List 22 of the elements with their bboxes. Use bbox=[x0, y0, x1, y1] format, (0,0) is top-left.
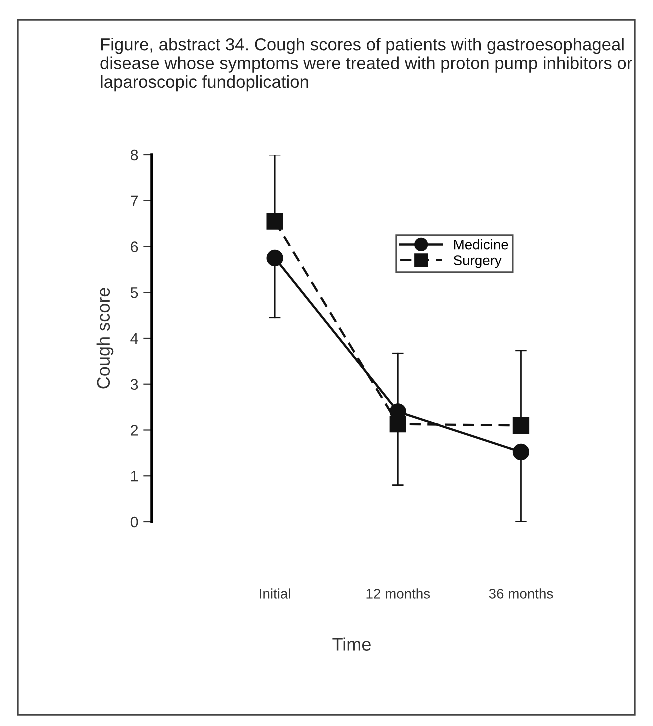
chart-title: Figure, abstract 34. Cough scores of patients with gastroesophageal disease whose symptoms were treated with proton pump inhibitors or laparoscopic fundoplication bbox=[100, 38, 632, 92]
y-tick-label: 5 bbox=[130, 288, 138, 298]
x-tick-label: 36 months bbox=[489, 588, 554, 599]
x-tick-label: 12 months bbox=[366, 588, 430, 599]
y-tick-label: 2 bbox=[131, 425, 138, 436]
y-axis-title: Cough score bbox=[96, 288, 114, 389]
x-tick-label: Initial bbox=[260, 588, 290, 599]
y-tick-label: 8 bbox=[130, 150, 138, 161]
y-tick-label: 3 bbox=[130, 379, 138, 390]
point bbox=[266, 250, 284, 267]
point bbox=[390, 416, 406, 433]
point bbox=[266, 213, 284, 230]
x-axis-title: Time bbox=[332, 638, 371, 651]
point bbox=[512, 444, 530, 461]
point bbox=[512, 417, 530, 434]
y-tick-label: 0 bbox=[130, 516, 138, 528]
y-tick-label: 1 bbox=[131, 471, 138, 482]
y-tick-label: 6 bbox=[131, 242, 138, 252]
y-tick-label: 4 bbox=[130, 334, 138, 344]
y-tick-label: 7 bbox=[131, 196, 138, 206]
legend-label: Medicine bbox=[454, 240, 508, 250]
legend-label: Surgery bbox=[454, 256, 502, 268]
